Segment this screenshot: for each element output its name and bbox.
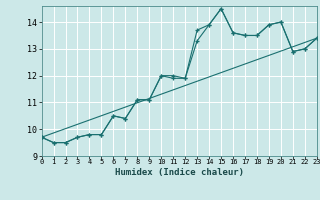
X-axis label: Humidex (Indice chaleur): Humidex (Indice chaleur) xyxy=(115,168,244,177)
